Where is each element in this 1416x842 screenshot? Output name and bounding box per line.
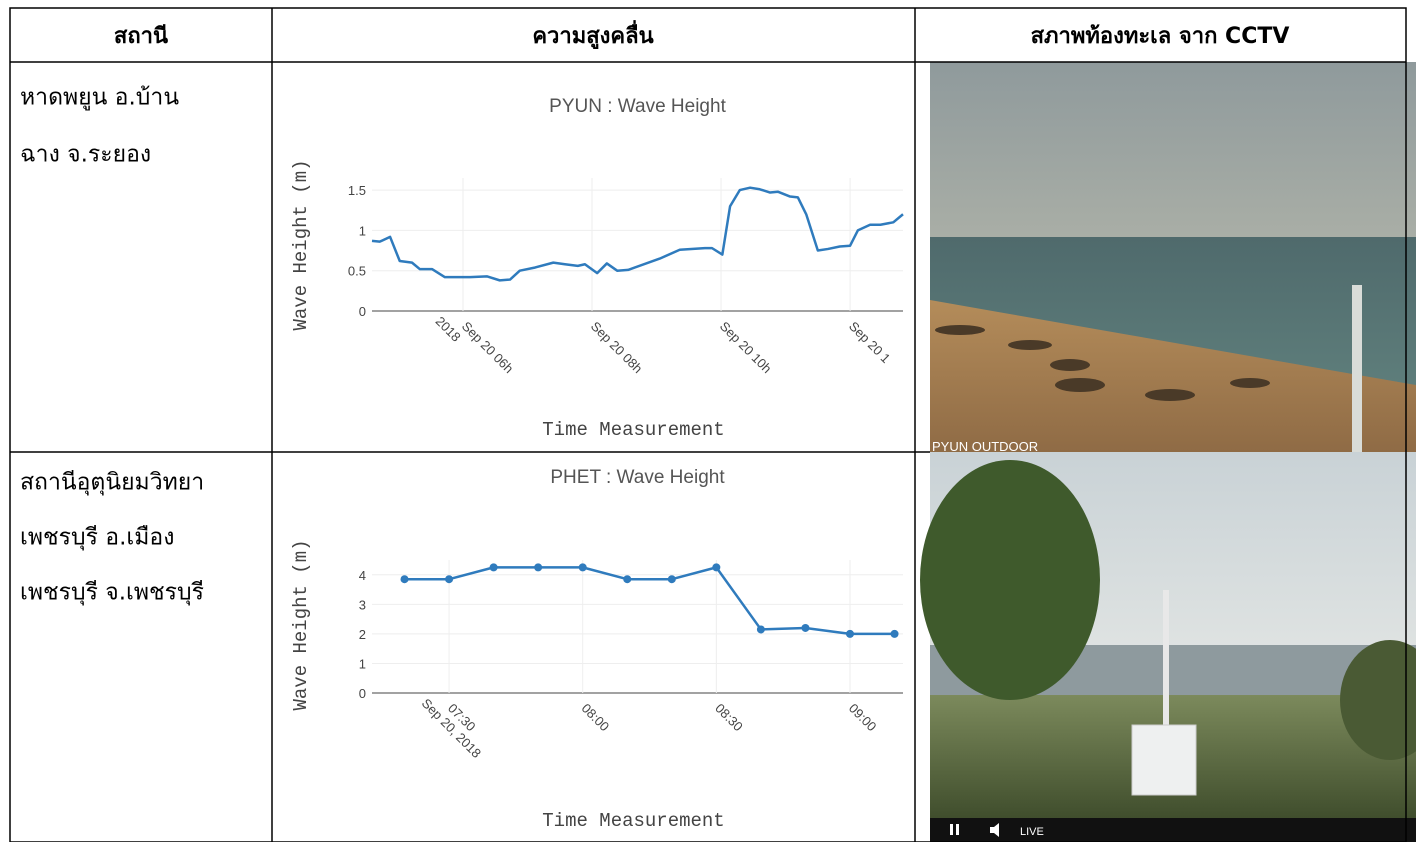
data-point [845, 629, 854, 638]
y-tick-label: 0.5 [348, 264, 366, 279]
x-tick-label: 09:00 [846, 701, 880, 735]
y-tick-label: 4 [359, 568, 366, 583]
x-tick-label: 08:00 [579, 701, 613, 735]
data-point [667, 575, 676, 584]
cctv-overlay: PYUN OUTDOOR [932, 439, 1038, 454]
y-axis-title: Wave Height (m) [290, 159, 312, 330]
station-name: ฉาง จ.ระยอง [20, 142, 151, 168]
station-name: หาดพยูน อ.บ้าน [20, 85, 179, 111]
x-tick-label: Sep 20 08h [588, 319, 646, 377]
y-tick-label: 1 [359, 223, 366, 238]
data-point [623, 575, 632, 584]
x-axis-title: Time Measurement [542, 810, 724, 832]
y-tick-label: 1 [359, 656, 366, 671]
data-point [534, 563, 543, 572]
header-cell: ความสูงคลื่น [532, 19, 653, 50]
y-tick-label: 0 [359, 686, 366, 701]
x-tick-label: 08:30 [712, 701, 746, 735]
y-tick-label: 0 [359, 304, 366, 319]
data-point [712, 563, 721, 572]
station-name: สถานีอุตุนิยมวิทยา [20, 470, 204, 496]
x-tick-label: Sep 20 10h [717, 319, 775, 377]
cctv-live: LIVE [1020, 826, 1044, 838]
x-tick-label: 07:30Sep 20, 2018 [419, 685, 495, 761]
x-tick-label: Sep 20 1 [846, 319, 893, 366]
y-tick-label: 2 [359, 627, 366, 642]
table-grid [9, 7, 1407, 842]
y-tick-label: 3 [359, 597, 366, 612]
header-cell: สภาพท้องทะเล จาก CCTV [1031, 24, 1290, 49]
data-point [890, 629, 899, 638]
cctv-image [920, 452, 1416, 842]
x-tick-label: Sep 20 06h2018 [433, 303, 517, 387]
data-line [404, 566, 895, 636]
station-name: เพชรบุรี จ.เพชรบุรี [20, 580, 204, 606]
y-axis-title: Wave Height (m) [290, 539, 312, 710]
data-point [400, 575, 409, 584]
chart-title: PHET : Wave Height [550, 467, 725, 488]
cctv-image [930, 62, 1416, 452]
station-name: เพชรบุรี อ.เมือง [20, 525, 174, 551]
chart-title: PYUN : Wave Height [549, 96, 726, 117]
data-line [371, 186, 904, 282]
data-point [756, 625, 765, 634]
data-point [801, 623, 810, 632]
x-axis-title: Time Measurement [542, 419, 724, 441]
y-tick-label: 1.5 [348, 183, 366, 198]
header-cell: สถานี [114, 24, 168, 49]
data-point [578, 563, 587, 572]
data-point [445, 575, 454, 584]
data-point [489, 563, 498, 572]
